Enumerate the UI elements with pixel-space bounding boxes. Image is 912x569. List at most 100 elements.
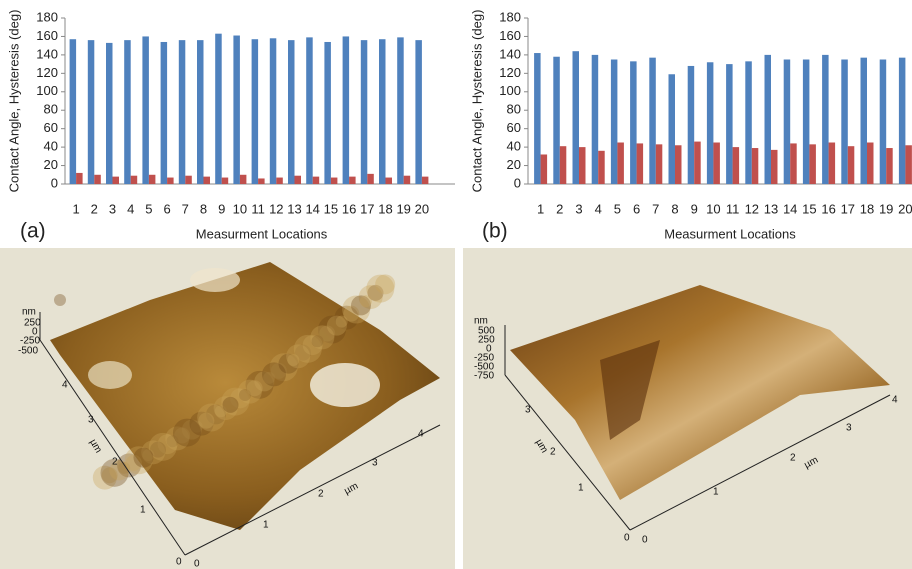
afm-bump bbox=[360, 295, 372, 307]
afm-x-tick: 3 bbox=[846, 423, 852, 434]
bar bbox=[669, 74, 676, 184]
bar bbox=[404, 176, 411, 184]
bar bbox=[361, 40, 368, 184]
bar bbox=[726, 64, 733, 184]
x-tick-label: 3 bbox=[109, 201, 116, 216]
x-tick-label: 8 bbox=[671, 201, 678, 216]
bar bbox=[694, 142, 701, 184]
y-tick-label: 60 bbox=[44, 120, 58, 135]
bar bbox=[829, 143, 836, 185]
x-tick-label: 1 bbox=[537, 201, 544, 216]
y-tick-label: 80 bbox=[507, 102, 521, 117]
bar bbox=[822, 55, 829, 184]
bar bbox=[560, 146, 567, 184]
y-tick-label: 120 bbox=[499, 65, 521, 80]
x-tick-label: 14 bbox=[305, 201, 319, 216]
y-tick-label: 100 bbox=[36, 83, 58, 98]
x-tick-label: 5 bbox=[145, 201, 152, 216]
afm-origin: 0 bbox=[194, 559, 200, 569]
bar bbox=[149, 175, 156, 184]
afm-origin: 0 bbox=[624, 533, 630, 544]
x-tick-label: 15 bbox=[324, 201, 338, 216]
bar bbox=[240, 175, 247, 184]
x-tick-label: 4 bbox=[127, 201, 134, 216]
bar bbox=[131, 176, 138, 184]
y-tick-label: 160 bbox=[499, 28, 521, 43]
x-tick-label: 20 bbox=[415, 201, 429, 216]
bar bbox=[270, 38, 277, 184]
afm-bump bbox=[197, 404, 225, 432]
afm-y-tick: 4 bbox=[62, 380, 68, 391]
y-tick-label: 180 bbox=[499, 9, 521, 24]
afm-peak bbox=[310, 363, 380, 407]
bar bbox=[379, 39, 386, 184]
panel-label: (b) bbox=[482, 220, 508, 243]
bar bbox=[106, 43, 113, 184]
x-tick-label: 1 bbox=[72, 201, 79, 216]
bar bbox=[861, 58, 868, 184]
x-tick-label: 9 bbox=[691, 201, 698, 216]
x-tick-label: 19 bbox=[879, 201, 893, 216]
x-tick-label: 8 bbox=[200, 201, 207, 216]
bar bbox=[233, 36, 240, 184]
afm-x-tick: 2 bbox=[318, 489, 324, 500]
bar bbox=[617, 143, 624, 185]
x-tick-label: 11 bbox=[251, 201, 265, 216]
bar bbox=[905, 145, 912, 184]
afm-x-tick: 4 bbox=[892, 395, 898, 406]
bar bbox=[675, 145, 682, 184]
bar bbox=[306, 37, 313, 184]
afm-x-tick: 4 bbox=[418, 429, 424, 440]
bar bbox=[343, 36, 350, 184]
bar bbox=[541, 154, 548, 184]
panel-label: (a) bbox=[20, 220, 46, 243]
bar bbox=[899, 58, 906, 184]
x-tick-label: 12 bbox=[269, 201, 283, 216]
afm-panel-b: nm 500 250 0 -250 -500 -750 1 2 3 µm 1 2… bbox=[463, 248, 912, 569]
afm-bump bbox=[262, 362, 286, 386]
afm-z-tick: -750 bbox=[474, 371, 494, 382]
y-tick-label: 120 bbox=[36, 65, 58, 80]
afm-bump bbox=[54, 294, 66, 306]
bar bbox=[771, 150, 778, 184]
bar bbox=[167, 178, 174, 184]
bar bbox=[656, 144, 663, 184]
bar bbox=[222, 178, 229, 184]
bar bbox=[324, 42, 331, 184]
figure: nm 250 0 -250 -500 1 2 3 4 µm 1 2 3 4 µm… bbox=[0, 0, 912, 569]
bar bbox=[611, 60, 618, 185]
bar bbox=[204, 177, 211, 184]
afm-bump bbox=[134, 448, 154, 468]
y-tick-label: 140 bbox=[499, 46, 521, 61]
x-tick-label: 2 bbox=[556, 201, 563, 216]
afm-bump bbox=[247, 380, 263, 396]
bar bbox=[784, 60, 791, 185]
y-tick-label: 140 bbox=[36, 46, 58, 61]
x-tick-label: 19 bbox=[396, 201, 410, 216]
bar bbox=[733, 147, 740, 184]
x-tick-label: 17 bbox=[360, 201, 374, 216]
x-axis-title: Measurment Locations bbox=[664, 226, 796, 241]
bar bbox=[161, 42, 168, 184]
bar bbox=[790, 143, 797, 184]
afm-x-tick: 2 bbox=[790, 453, 796, 464]
afm-bump bbox=[286, 344, 310, 368]
afm-bump bbox=[310, 325, 334, 349]
x-tick-label: 4 bbox=[595, 201, 602, 216]
bar bbox=[397, 37, 404, 184]
y-tick-label: 180 bbox=[36, 9, 58, 24]
y-tick-label: 80 bbox=[44, 102, 58, 117]
afm-z-tick: -500 bbox=[18, 346, 38, 357]
x-tick-label: 9 bbox=[218, 201, 225, 216]
bar bbox=[124, 40, 131, 184]
bar bbox=[688, 66, 695, 184]
afm-bump bbox=[375, 274, 395, 294]
bar bbox=[258, 178, 265, 184]
bar bbox=[76, 173, 83, 184]
x-tick-label: 18 bbox=[378, 201, 392, 216]
x-tick-label: 17 bbox=[841, 201, 855, 216]
x-tick-label: 6 bbox=[163, 201, 170, 216]
bar bbox=[637, 143, 644, 184]
y-tick-label: 40 bbox=[507, 139, 521, 154]
x-tick-label: 11 bbox=[726, 201, 740, 216]
